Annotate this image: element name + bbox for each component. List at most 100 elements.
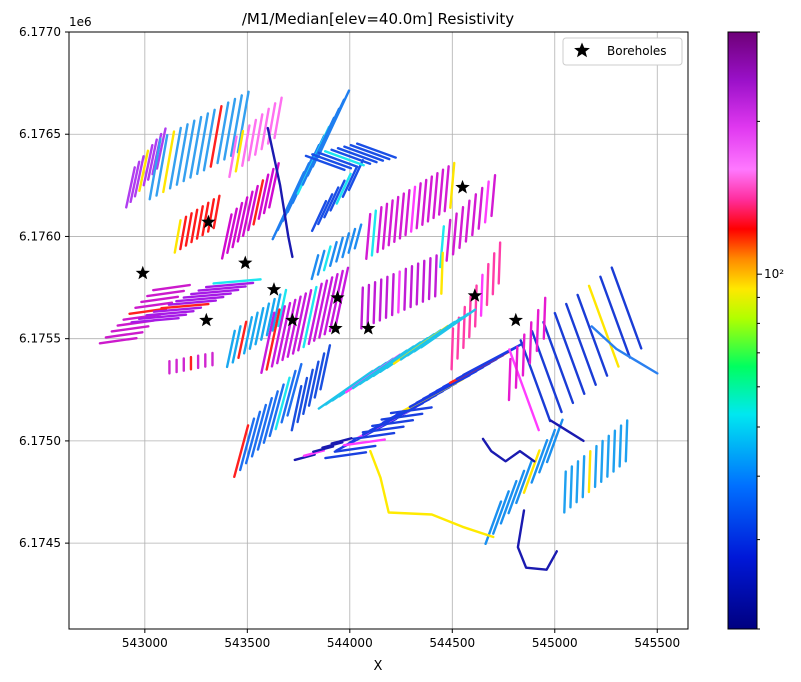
flight-line: [485, 262, 490, 307]
flight-line: [302, 368, 314, 416]
flight-line: [381, 202, 389, 250]
flight-line: [440, 251, 444, 295]
flight-line: [593, 444, 598, 489]
flight-line: [162, 130, 176, 194]
flight-line: [439, 225, 446, 269]
flight-path: [481, 437, 536, 463]
plot-frame: [68, 31, 689, 630]
flight-line: [464, 199, 471, 243]
colorbar-ticks: [757, 31, 762, 630]
flight-line: [152, 306, 203, 313]
flight-line: [317, 193, 334, 226]
flight-lines: [98, 89, 643, 546]
flight-line-block: [324, 406, 433, 460]
flight-line-block: [450, 241, 502, 371]
flight-line: [521, 333, 526, 377]
flight-line: [519, 339, 552, 423]
flight-line: [468, 295, 472, 339]
flight-line: [231, 201, 244, 249]
flight-line-block: [148, 90, 250, 201]
flight-line: [247, 184, 259, 232]
flight-line: [587, 284, 620, 368]
flight-line: [360, 286, 365, 330]
flight-line: [606, 434, 610, 478]
flight-line: [329, 179, 346, 212]
flight-line: [355, 142, 397, 159]
flight-line: [179, 215, 188, 251]
flight-line: [302, 449, 326, 458]
flight-line: [209, 105, 223, 168]
flight-line: [530, 439, 549, 484]
flight-line: [563, 470, 567, 514]
plot-background: [69, 32, 688, 629]
flight-line: [302, 285, 318, 349]
flight-line: [421, 259, 426, 303]
flight-line-block: [130, 278, 262, 324]
flight-line: [134, 301, 174, 310]
flight-line: [291, 292, 308, 355]
x-axis-label: X: [374, 659, 383, 674]
borehole-marker: [135, 265, 150, 280]
flight-line: [389, 406, 433, 415]
flight-line: [250, 403, 268, 458]
flight-line: [167, 299, 218, 306]
flight-line: [252, 179, 265, 226]
flight-line: [190, 288, 240, 296]
flight-line: [312, 279, 329, 342]
flight-line-block: [310, 159, 365, 233]
flight-line: [254, 306, 265, 346]
flight-line: [462, 342, 525, 377]
flight-line: [312, 445, 335, 453]
flight-line: [507, 357, 512, 402]
flight-line: [553, 311, 586, 395]
flight-line: [201, 201, 210, 237]
flight-line-block: [98, 283, 191, 345]
flight-line: [319, 344, 332, 391]
flight-line: [575, 460, 580, 504]
flight-line-block: [225, 288, 288, 369]
flight-line: [361, 425, 405, 434]
flight-line: [451, 212, 458, 256]
flight-line: [271, 293, 282, 332]
flight-line: [296, 376, 309, 424]
flight-line: [168, 126, 182, 190]
flight-line: [515, 459, 533, 505]
flight-line: [576, 293, 609, 377]
flight-line-block: [233, 362, 303, 478]
flight-line: [244, 410, 262, 465]
flight-line: [479, 273, 484, 317]
flight-line: [445, 218, 452, 262]
flight-line: [380, 412, 424, 421]
flight-line: [226, 207, 238, 254]
flight-line: [146, 289, 186, 298]
flight-line: [427, 256, 432, 301]
flight-line: [190, 208, 199, 244]
borehole-marker: [201, 214, 216, 229]
flight-line: [130, 317, 180, 324]
flight-line: [307, 282, 323, 346]
borehole-marker: [361, 321, 376, 335]
flight-line: [175, 295, 225, 303]
flight-line: [317, 151, 359, 168]
flight-line: [241, 124, 251, 167]
flight-line: [276, 301, 292, 365]
flight-line-block: [293, 437, 353, 462]
flight-line: [612, 429, 617, 473]
flight-line: [323, 150, 365, 167]
flight-line: [286, 295, 302, 358]
flight-line: [297, 289, 313, 352]
flight-path: [549, 419, 585, 443]
flight-line: [265, 297, 276, 337]
flight-line: [336, 146, 378, 164]
flight-line: [155, 127, 167, 170]
flight-line: [133, 155, 145, 198]
flight-line: [98, 336, 138, 345]
flight-line: [242, 316, 254, 355]
colorbar-major-label: 10²: [764, 267, 784, 281]
flight-line: [256, 396, 273, 451]
flight-line: [420, 308, 477, 349]
flight-line: [458, 205, 465, 250]
flight-line: [330, 148, 372, 165]
flight-line: [352, 431, 396, 440]
flight-line: [216, 101, 230, 165]
